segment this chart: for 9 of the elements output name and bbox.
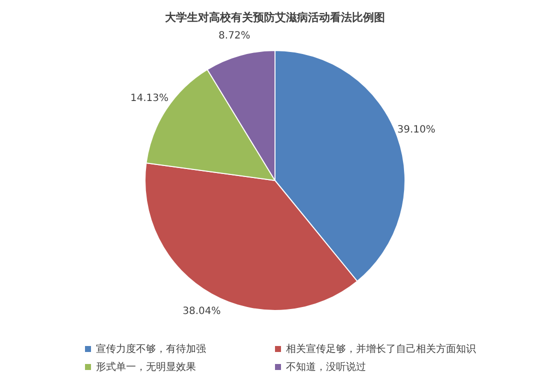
data-label: 14.13% [130, 93, 169, 104]
data-label: 39.10% [397, 124, 436, 136]
legend-label: 宣传力度不够，有待加强 [96, 342, 206, 356]
data-label: 38.04% [182, 306, 221, 317]
legend-label: 相关宣传足够，并增长了自己相关方面知识 [286, 342, 476, 356]
data-label: 8.72% [218, 30, 250, 42]
chart-title: 大学生对高校有关预防艾滋病活动看法比例图 [164, 10, 386, 25]
legend-label: 形式单一，无明显效果 [96, 360, 196, 374]
legend-label: 不知道，没听说过 [286, 360, 366, 374]
